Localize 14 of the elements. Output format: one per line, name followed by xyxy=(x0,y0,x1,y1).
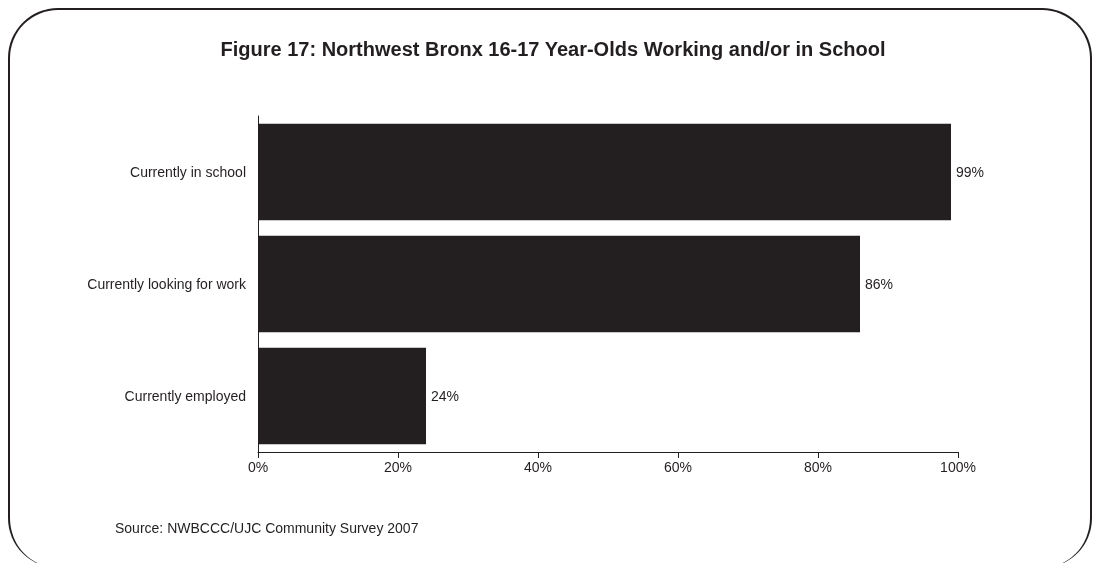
y-tick-label: Currently looking for work xyxy=(87,276,247,292)
x-tick-label: 20% xyxy=(383,459,413,475)
data-label: 86% xyxy=(865,276,894,292)
chart-title: Figure 17: Northwest Bronx 16-17 Year-Olds Working and/or in School xyxy=(220,38,886,60)
x-tick-label: 80% xyxy=(803,459,833,475)
data-label: 99% xyxy=(956,164,985,180)
x-tick-label: 40% xyxy=(523,459,553,475)
source-note: Source: NWBCCC/UJC Community Survey 2007 xyxy=(115,520,419,536)
y-tick-label: Currently employed xyxy=(124,388,246,404)
data-label: 24% xyxy=(431,388,460,404)
y-tick-label: Currently in school xyxy=(130,164,246,180)
x-tick-label: 0% xyxy=(247,459,269,475)
x-tick-label: 60% xyxy=(663,459,693,475)
x-tick-label: 100% xyxy=(940,459,976,475)
